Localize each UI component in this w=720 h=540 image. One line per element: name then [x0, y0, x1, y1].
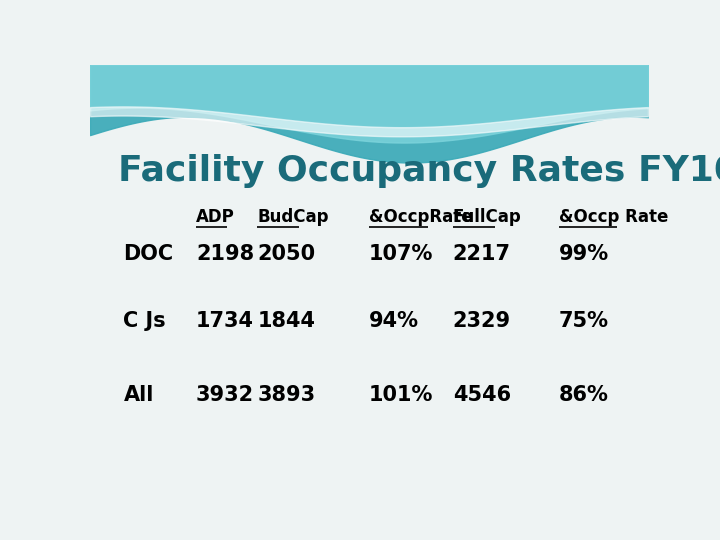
Text: &Occp Rate: &Occp Rate — [559, 207, 668, 226]
Text: 3893: 3893 — [258, 386, 315, 406]
Text: 107%: 107% — [369, 244, 433, 264]
Text: 86%: 86% — [559, 386, 608, 406]
Text: Facility Occupancy Rates FY10: Facility Occupancy Rates FY10 — [118, 154, 720, 188]
Text: 2198: 2198 — [196, 244, 254, 264]
Text: 2217: 2217 — [453, 244, 510, 264]
Text: 101%: 101% — [369, 386, 433, 406]
Text: 1844: 1844 — [258, 310, 315, 330]
Text: 4546: 4546 — [453, 386, 510, 406]
Text: 1734: 1734 — [196, 310, 254, 330]
Text: C Js: C Js — [124, 310, 166, 330]
Text: 75%: 75% — [559, 310, 608, 330]
Text: ADP: ADP — [196, 207, 235, 226]
Text: BudCap: BudCap — [258, 207, 329, 226]
Text: 99%: 99% — [559, 244, 609, 264]
Text: &OccpRate: &OccpRate — [369, 207, 472, 226]
Text: All: All — [124, 386, 154, 406]
Text: DOC: DOC — [124, 244, 174, 264]
Text: 2329: 2329 — [453, 310, 510, 330]
Text: 94%: 94% — [369, 310, 419, 330]
Text: FullCap: FullCap — [453, 207, 521, 226]
Text: 2050: 2050 — [258, 244, 315, 264]
Text: 3932: 3932 — [196, 386, 254, 406]
